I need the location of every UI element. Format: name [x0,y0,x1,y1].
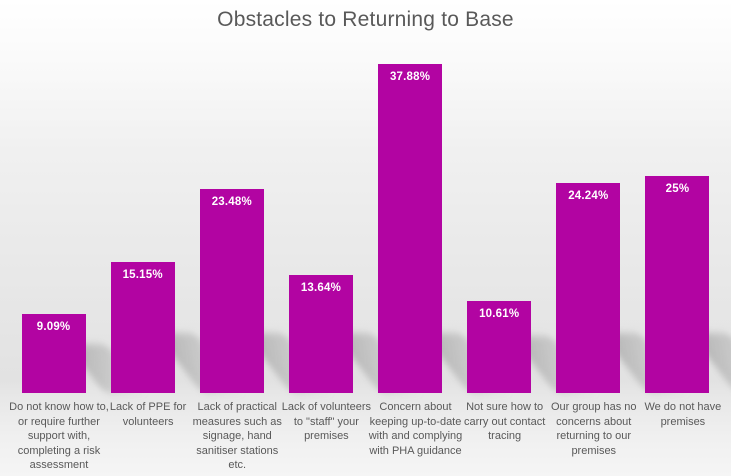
bar-slot: 37.88% [366,46,509,393]
bar: 9.09% [21,314,86,393]
bar-value-label: 25% [665,183,690,196]
bar-slot: 23.48% [187,46,331,393]
bar-value-label: 24.24% [568,189,609,202]
bar-slot: 25% [633,46,731,393]
bar-column: 15.15% Lack of PPE for volunteers [98,46,242,476]
bar-column: 13.64% Lack of volunteers to "staff" you… [276,46,420,476]
bar-slot: 24.24% [544,46,688,393]
plot-area: 9.09% Do not know how to, or require fur… [9,46,731,476]
x-axis-category-label: Lack of practical measures such as signa… [192,401,282,472]
bar: 24.24% [556,182,621,393]
bar-slot: 9.09% [9,46,144,393]
x-axis-category-label: Our group has no concerns about returnin… [550,401,637,457]
x-axis-category-label: Not sure how to carry out contact tracin… [463,401,546,443]
x-axis-category-label: Lack of volunteers to "staff" your premi… [281,401,372,443]
x-axis-category-label: Concern about keeping up-to-date with an… [368,401,463,457]
bar: 37.88% [378,64,443,393]
bar-column: 9.09% Do not know how to, or require fur… [9,46,144,476]
bar-value-label: 37.88% [389,71,431,84]
x-axis-category-label: Lack of PPE for volunteers [109,401,187,428]
bar-column: 10.61% Not sure how to carry out contact… [455,46,596,476]
bar-value-label: 23.48% [211,196,252,209]
bar-column: 25% We do not have premises [633,46,731,476]
bar-column: 23.48% Lack of practical measures such a… [187,46,331,476]
bar: 25% [645,176,710,393]
bar-value-label: 13.64% [300,281,342,294]
bar-column: 24.24% Our group has no concerns about r… [544,46,688,476]
chart-title: Obstacles to Returning to Base [217,8,514,31]
bar-value-label: 10.61% [479,307,520,320]
bar: 13.64% [288,274,353,393]
bar-column: 37.88% Concern about keeping up-to-date … [366,46,509,476]
bar: 23.48% [199,189,264,393]
bar-value-label: 9.09% [36,321,71,334]
bar: 15.15% [110,261,175,393]
x-axis-category-label: Do not know how to, or require further s… [9,401,109,472]
bar-slot: 15.15% [98,46,242,393]
bar-slot: 10.61% [455,46,596,393]
bar-value-label: 15.15% [122,268,163,281]
bar-slot: 13.64% [276,46,420,393]
bar: 10.61% [467,300,532,393]
x-axis-category-label: We do not have premises [644,401,722,428]
